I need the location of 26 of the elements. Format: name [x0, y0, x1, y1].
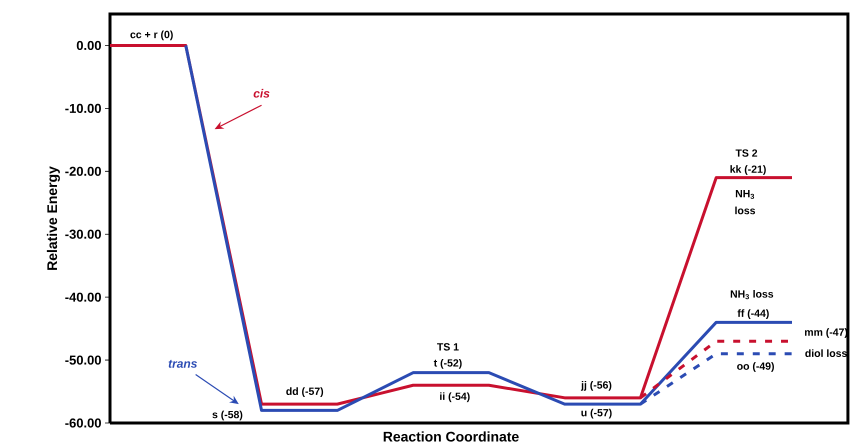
- annotation: diol loss: [805, 349, 847, 358]
- annotation: TS 2: [736, 149, 758, 157]
- y-tick-label: -50.00: [65, 355, 101, 365]
- annotation: jj (-56): [580, 381, 612, 391]
- annotation: ff (-44): [738, 309, 769, 320]
- annotation: TS 1: [437, 343, 459, 351]
- text: cis: [254, 88, 270, 98]
- annotation: cc + r (0): [130, 30, 173, 40]
- annotation: dd (-57): [286, 387, 324, 398]
- annotation: kk (-21): [730, 165, 766, 175]
- annotation: t (-52): [434, 358, 462, 369]
- text: trans: [168, 360, 197, 368]
- y-tick-label: -20.00: [65, 166, 101, 176]
- y-tick-label: -30.00: [65, 230, 101, 239]
- annotation: NH$_{3}$ loss: [735, 190, 756, 214]
- x-axis-title: Reaction Coordinate: [384, 431, 519, 442]
- y-tick-label: -40.00: [65, 292, 101, 302]
- annotation: u (-57): [581, 408, 612, 418]
- annotation: oo (-49): [737, 362, 774, 372]
- y-tick-label: -10.00: [65, 104, 101, 113]
- y-axis-title: Relative Energy: [46, 166, 60, 270]
- y-tick-label: -60.00: [65, 418, 101, 428]
- y-tick-label: 0.00: [76, 40, 101, 50]
- annotation: ii (-54): [440, 392, 470, 402]
- annotation: NH$_{3}$ loss: [730, 290, 774, 300]
- annotation: s (-58): [212, 410, 242, 420]
